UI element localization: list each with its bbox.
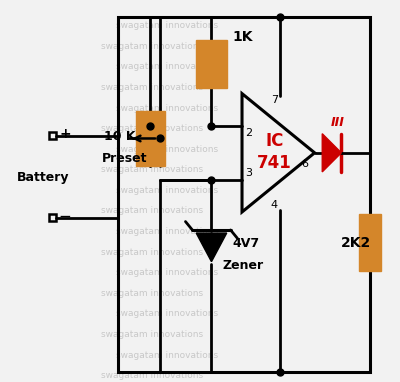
Text: swagatam innovations: swagatam innovations [116, 268, 218, 277]
Text: 1K: 1K [232, 30, 253, 44]
Text: 7: 7 [271, 95, 278, 105]
Text: 6: 6 [301, 159, 308, 169]
Bar [136, 111, 165, 166]
Polygon shape [196, 233, 227, 262]
Polygon shape [322, 134, 341, 172]
Text: swagatam innovations: swagatam innovations [116, 145, 218, 154]
Text: swagatam innovations: swagatam innovations [116, 227, 218, 236]
Text: swagatam innovations: swagatam innovations [116, 62, 218, 71]
Text: −: − [58, 209, 71, 224]
Bar [359, 214, 381, 271]
Text: swagatam innovations: swagatam innovations [116, 309, 218, 319]
Text: swagatam innovations: swagatam innovations [101, 124, 203, 133]
Text: swagatam innovations: swagatam innovations [101, 83, 203, 92]
Text: swagatam innovations: swagatam innovations [101, 248, 203, 257]
Text: 741: 741 [257, 154, 292, 173]
Bar [118, 17, 370, 372]
Text: Preset: Preset [102, 152, 147, 165]
Text: +: + [60, 127, 71, 141]
Text: swagatam innovations: swagatam innovations [116, 186, 218, 195]
Text: swagatam innovations: swagatam innovations [101, 165, 203, 174]
Bar [50, 214, 56, 221]
Text: 3: 3 [245, 168, 252, 178]
Text: swagatam innovations: swagatam innovations [101, 289, 203, 298]
Text: 2K2: 2K2 [341, 236, 372, 249]
Text: swagatam innovations: swagatam innovations [116, 104, 218, 113]
Text: III: III [330, 116, 344, 129]
Text: Battery: Battery [17, 171, 69, 184]
Text: 10 K: 10 K [104, 130, 136, 143]
Text: IC: IC [265, 131, 284, 150]
Bar [50, 132, 56, 139]
Text: Zener: Zener [223, 259, 264, 272]
Text: 2: 2 [245, 128, 252, 138]
Text: 4: 4 [271, 200, 278, 210]
Text: swagatam innovations: swagatam innovations [101, 371, 203, 380]
Text: swagatam innovations: swagatam innovations [101, 42, 203, 51]
Text: swagatam innovations: swagatam innovations [101, 207, 203, 215]
Text: swagatam innovations: swagatam innovations [116, 21, 218, 30]
Text: swagatam innovations: swagatam innovations [101, 330, 203, 339]
Text: 4V7: 4V7 [232, 237, 260, 250]
Bar [196, 40, 227, 88]
Text: swagatam innovations: swagatam innovations [116, 351, 218, 359]
